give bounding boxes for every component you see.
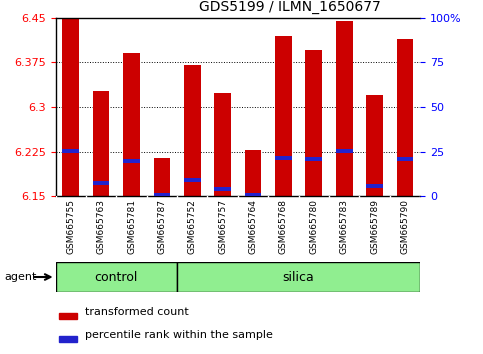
Bar [397, 157, 413, 161]
Bar [275, 35, 292, 196]
Text: agent: agent [5, 272, 37, 282]
Text: GSM665783: GSM665783 [340, 199, 349, 255]
Bar [305, 157, 322, 161]
Bar [184, 65, 200, 196]
Text: GSM665755: GSM665755 [66, 199, 75, 255]
Bar [275, 156, 292, 160]
Text: transformed count: transformed count [85, 307, 188, 317]
Bar [123, 53, 140, 196]
Text: GSM665790: GSM665790 [400, 199, 410, 255]
Text: GDS5199 / ILMN_1650677: GDS5199 / ILMN_1650677 [199, 0, 381, 14]
Bar [366, 184, 383, 188]
Bar [93, 181, 110, 185]
Bar [59, 336, 77, 342]
Bar [245, 150, 261, 196]
Text: GSM665768: GSM665768 [279, 199, 288, 255]
Bar [56, 262, 177, 292]
Text: GSM665789: GSM665789 [370, 199, 379, 255]
Text: GSM665764: GSM665764 [249, 199, 257, 255]
Text: percentile rank within the sample: percentile rank within the sample [85, 330, 272, 340]
Bar [245, 193, 261, 197]
Text: silica: silica [283, 270, 314, 284]
Bar [154, 193, 170, 198]
Bar [214, 93, 231, 196]
Bar [59, 313, 77, 319]
Bar [62, 149, 79, 153]
Bar [397, 39, 413, 196]
Bar [154, 158, 170, 196]
Text: GSM665787: GSM665787 [157, 199, 167, 255]
Bar [62, 19, 79, 196]
Bar [336, 21, 353, 196]
Bar [214, 187, 231, 191]
Bar [184, 178, 200, 182]
Text: GSM665780: GSM665780 [309, 199, 318, 255]
Bar [93, 91, 110, 196]
Bar [336, 149, 353, 153]
Text: GSM665781: GSM665781 [127, 199, 136, 255]
Bar [366, 95, 383, 196]
Bar [123, 159, 140, 163]
Text: control: control [95, 270, 138, 284]
Bar [305, 51, 322, 196]
Text: GSM665752: GSM665752 [188, 199, 197, 255]
Bar [177, 262, 420, 292]
Text: GSM665763: GSM665763 [97, 199, 106, 255]
Text: GSM665757: GSM665757 [218, 199, 227, 255]
